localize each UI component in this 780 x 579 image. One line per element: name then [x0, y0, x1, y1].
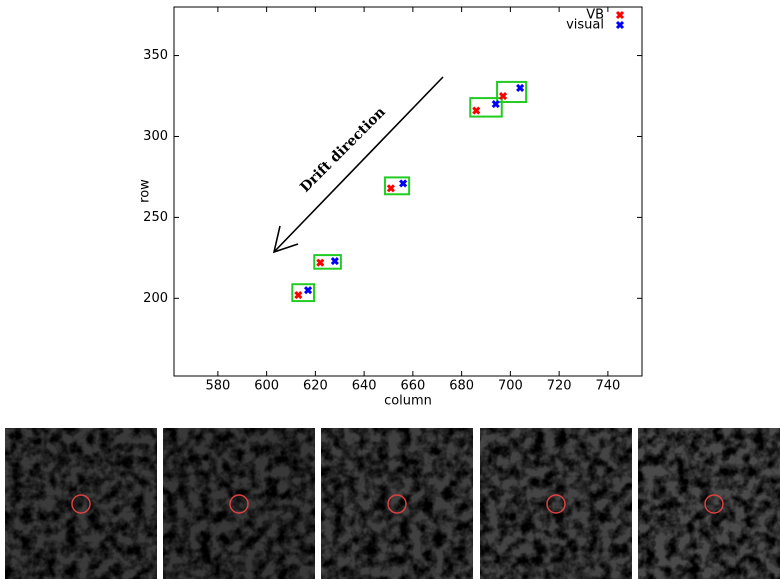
point: [305, 287, 311, 293]
image-panel: [638, 428, 780, 579]
image-panel: [5, 428, 157, 579]
x-tick-label: 740: [595, 379, 620, 394]
legend-marker: [617, 12, 623, 18]
annotation: Drift direction: [297, 104, 389, 196]
point: [388, 185, 394, 191]
x-axis-label: column: [384, 394, 432, 409]
point: [473, 108, 479, 114]
y-tick-label: 200: [143, 291, 168, 306]
x-tick-label: 720: [547, 379, 572, 394]
point: [493, 101, 499, 107]
point: [317, 260, 323, 266]
point: [332, 258, 338, 264]
x-tick-label: 700: [498, 379, 523, 394]
drift-arrow: [274, 77, 443, 252]
page: Drift direction column row 580 600 620 640 6…: [0, 0, 780, 579]
image-panel: [163, 428, 315, 579]
y-tick-label: 250: [143, 210, 168, 225]
x-tick-label: 600: [254, 379, 279, 394]
x-tick-label: 580: [205, 379, 230, 394]
x-tick-label: 680: [449, 379, 474, 394]
point: [295, 292, 301, 298]
x-tick-label: 620: [303, 379, 328, 394]
image-strip: [5, 428, 780, 579]
image-panel: [480, 428, 632, 579]
y-tick-label: 300: [143, 129, 168, 144]
point: [500, 93, 506, 99]
legend-marker: [617, 22, 623, 28]
legend-label: visual: [566, 18, 604, 33]
plot-frame: [174, 7, 642, 376]
x-tick-label: 640: [352, 379, 377, 394]
x-tick-label: 660: [400, 379, 425, 394]
point: [400, 180, 406, 186]
point: [517, 85, 523, 91]
y-tick-label: 350: [143, 48, 168, 63]
y-axis-label: row: [138, 179, 153, 203]
image-panel: [321, 428, 473, 579]
figure: Drift direction column row 580 600 620 640 6…: [0, 0, 780, 579]
